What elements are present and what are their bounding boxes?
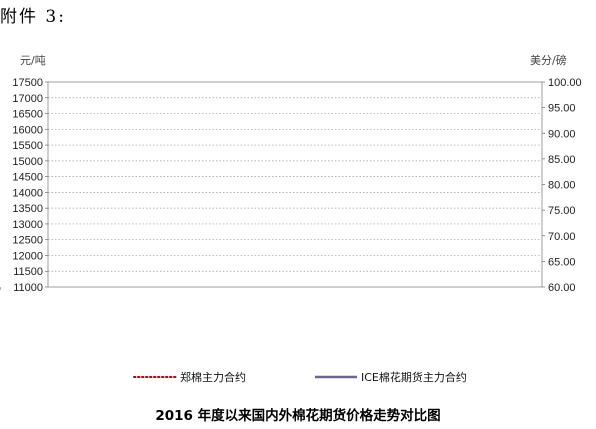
plot-frame xyxy=(47,81,543,288)
left-tick-label: 13000 xyxy=(12,219,43,231)
left-axis-unit: 元/吨 xyxy=(20,54,46,67)
right-tick-label: 95.00 xyxy=(548,103,576,115)
left-tick-label: 11500 xyxy=(13,266,43,278)
legend: 郑棉主力合约 ICE棉花期货主力合约 xyxy=(133,370,467,384)
legend-label-ice: ICE棉花期货主力合约 xyxy=(361,370,467,384)
right-tick-label: 75.00 xyxy=(548,205,576,217)
grid-lines xyxy=(48,97,542,272)
left-tick-label: 11000 xyxy=(13,282,43,294)
left-tick-label: 17000 xyxy=(12,93,43,105)
left-tick-label: 15500 xyxy=(12,140,43,152)
left-tick-label: 17500 xyxy=(12,77,43,89)
figure-caption: 2016 年度以来国内外棉花期货价格走势对比图 xyxy=(155,408,441,424)
right-tick-label: 90.00 xyxy=(548,128,576,140)
right-tick-label: 85.00 xyxy=(548,154,576,166)
right-tick-label: 70.00 xyxy=(548,231,576,243)
left-tick-label: 14000 xyxy=(12,187,43,199)
left-tick-label: 12000 xyxy=(12,250,43,262)
right-tick-label: 65.00 xyxy=(548,256,576,268)
right-tick-label: 100.00 xyxy=(548,77,582,89)
right-axis-ticks: 60.00 65.00 70.00 75.00 80.00 85.00 90.00 95.00… xyxy=(542,77,582,294)
cotton-price-chart: 元/吨 美分/磅 1100011500120001250013000135001… xyxy=(0,0,582,384)
left-tick-label: 16000 xyxy=(12,124,43,136)
attachment-label: 附件 3: xyxy=(0,7,66,27)
legend-label-zhengzhou: 郑棉主力合约 xyxy=(180,370,246,384)
left-tick-label: 12500 xyxy=(12,235,43,247)
left-tick-label: 14500 xyxy=(12,172,43,184)
right-tick-label: 60.00 xyxy=(548,282,576,294)
left-axis-ticks: 11000 11500 12000 12500 13000 13500 14000 14500… xyxy=(12,77,48,294)
right-tick-label: 80.00 xyxy=(548,180,576,192)
right-axis-unit: 美分/磅 xyxy=(530,53,567,67)
left-tick-label: 13500 xyxy=(12,203,43,215)
left-tick-label: 16500 xyxy=(12,109,43,121)
left-tick-label: 15000 xyxy=(12,156,43,168)
